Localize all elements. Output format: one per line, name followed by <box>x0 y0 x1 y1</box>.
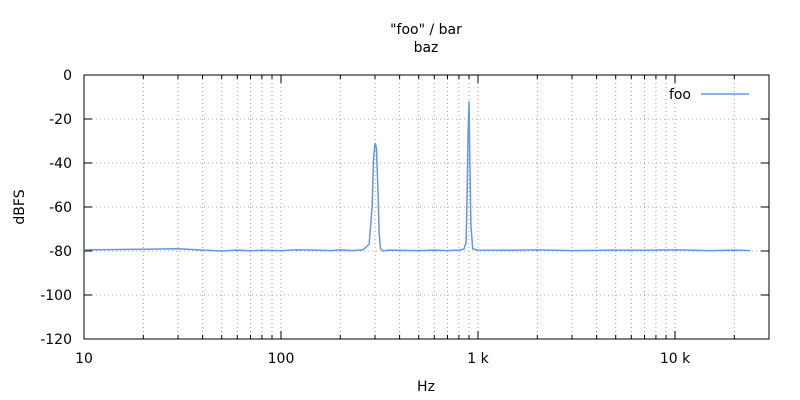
legend-label-foo: foo <box>669 87 691 103</box>
y-tick-label: -40 <box>49 156 72 172</box>
x-tick-label: 100 <box>268 351 295 367</box>
y-tick-label: -120 <box>40 332 72 348</box>
chart-title: "foo" / bar <box>390 22 462 38</box>
x-axis-label: Hz <box>417 379 435 395</box>
chart-subtitle: baz <box>414 40 439 56</box>
ticks <box>84 74 769 340</box>
y-tick-label: -80 <box>49 244 72 260</box>
x-tick-label: 10 <box>75 351 93 367</box>
y-tick-label: -20 <box>49 112 72 128</box>
y-tick-label: -60 <box>49 200 72 216</box>
x-tick-label: 10 k <box>660 351 691 367</box>
y-tick-label: 0 <box>63 68 72 84</box>
x-tick-label: 1 k <box>467 351 489 367</box>
legend: foo <box>669 87 749 103</box>
y-tick-label: -100 <box>40 288 72 304</box>
series-line-foo <box>83 101 750 252</box>
y-axis-label: dBFS <box>12 189 28 224</box>
grid <box>84 75 769 339</box>
